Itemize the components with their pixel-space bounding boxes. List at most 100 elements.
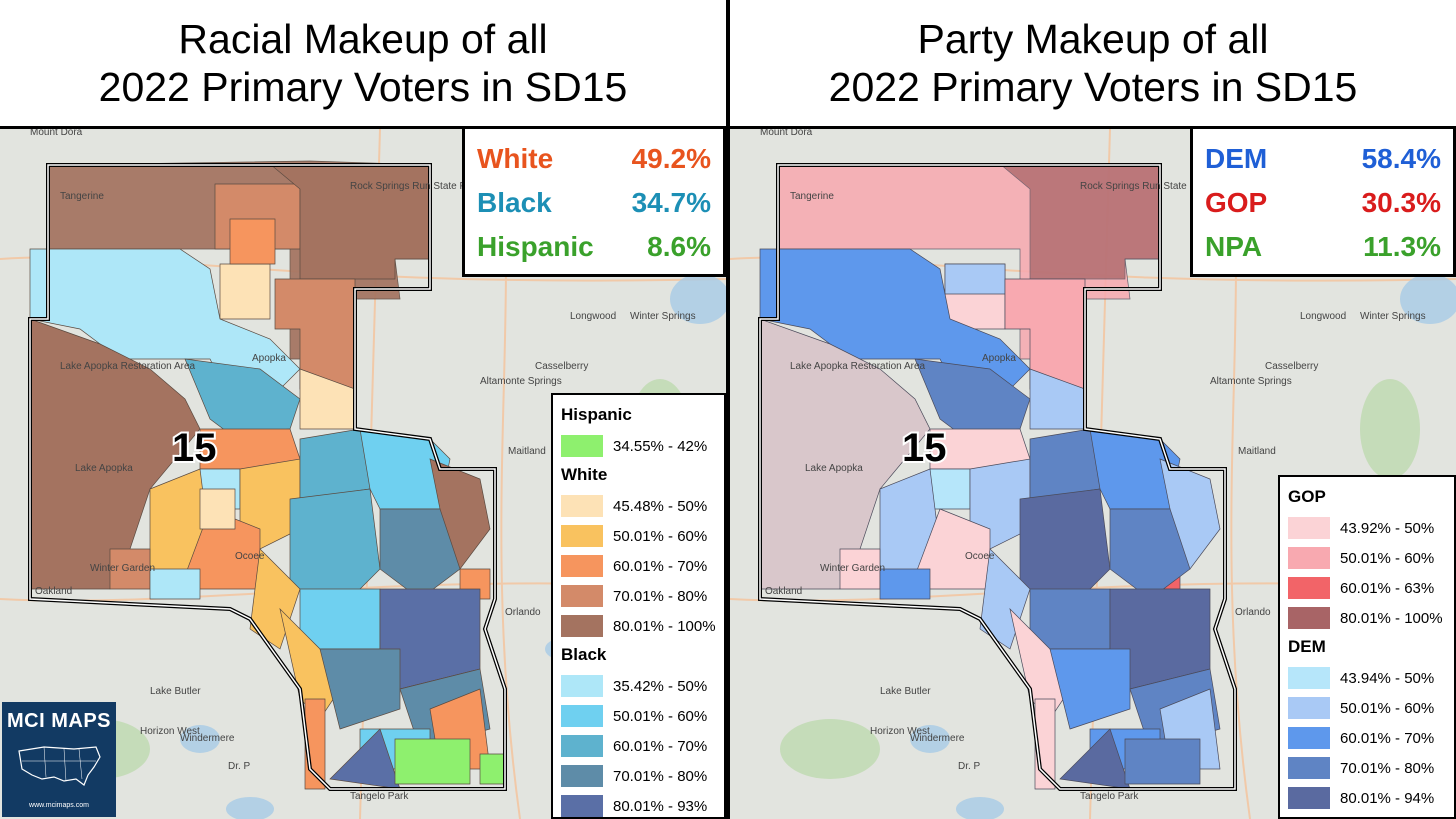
legend-label: 50.01% - 60% <box>1340 549 1435 567</box>
party-map-panel: Party Makeup of all 2022 Primary Voters … <box>730 0 1456 819</box>
legend-swatch <box>561 525 603 547</box>
racial-legend: Hispanic 34.55% - 42% White 45.48% - 50%… <box>551 393 726 819</box>
place-label: Lake Apopka <box>805 463 863 474</box>
party-legend: GOP 43.92% - 50% 50.01% - 60% 60.01% - 6… <box>1278 475 1456 819</box>
place-label: Ocoee <box>965 551 995 562</box>
place-label: Winter Springs <box>1360 311 1426 322</box>
place-label: Apopka <box>982 353 1016 364</box>
stat-value-dem: 58.4% <box>1361 143 1441 174</box>
place-label: Winter Springs <box>630 311 696 322</box>
left-title-line2: 2022 Primary Voters in SD15 <box>98 64 628 110</box>
logo-text: MCI MAPS <box>7 710 111 732</box>
legend-swatch <box>561 765 603 787</box>
stat-label-black: Black <box>477 187 552 218</box>
legend-item: 80.01% - 93% <box>561 791 716 819</box>
legend-swatch <box>1288 517 1330 539</box>
place-label: Dr. P <box>228 761 251 772</box>
legend-heading-white: White <box>561 465 608 484</box>
legend-label: 50.01% - 60% <box>613 527 708 545</box>
right-title-line1: Party Makeup of all <box>917 16 1269 62</box>
legend-item: 80.01% - 94% <box>1288 783 1446 813</box>
legend-item: 70.01% - 80% <box>1288 753 1446 783</box>
legend-item: 80.01% - 100% <box>561 611 716 641</box>
place-label: Tangerine <box>790 191 834 202</box>
legend-label: 60.01% - 70% <box>1340 729 1435 747</box>
place-label: Lake Butler <box>150 686 201 697</box>
legend-heading-black: Black <box>561 645 607 664</box>
stat-value-hispanic: 8.6% <box>647 231 711 262</box>
place-label: Longwood <box>1300 311 1346 322</box>
place-label: Altamonte Springs <box>1210 376 1292 387</box>
legend-item: 70.01% - 80% <box>561 581 716 611</box>
legend-label: 34.55% - 42% <box>613 437 708 455</box>
stat-value-gop: 30.3% <box>1361 187 1441 218</box>
party-summary-box: DEM 58.4% GOP 30.3% NPA 11.3% <box>1190 129 1456 277</box>
legend-label: 70.01% - 80% <box>613 767 708 785</box>
legend-label: 60.01% - 70% <box>613 557 708 575</box>
stat-row-npa: NPA 11.3% <box>1205 225 1441 269</box>
place-label: Horizon West <box>870 726 930 737</box>
legend-label: 80.01% - 100% <box>1340 609 1443 627</box>
place-label: Horizon West <box>140 726 200 737</box>
racial-map-panel: Racial Makeup of all 2022 Primary Voters… <box>0 0 726 819</box>
legend-swatch <box>561 435 603 457</box>
stat-value-black: 34.7% <box>631 187 711 218</box>
legend-heading-dem: DEM <box>1288 637 1326 656</box>
place-label: Lake Apopka Restoration Area <box>60 361 196 372</box>
legend-swatch <box>1288 787 1330 809</box>
place-label: Casselberry <box>535 361 588 372</box>
legend-swatch <box>561 585 603 607</box>
legend-item: 80.01% - 100% <box>1288 603 1446 633</box>
racial-summary-box: White 49.2% Black 34.7% Hispanic 8.6% <box>462 129 726 277</box>
mci-maps-logo: MCI MAPS www.mcimaps.com <box>2 702 116 817</box>
legend-swatch <box>561 705 603 727</box>
place-label: Windermere <box>180 733 235 744</box>
place-label: Tangelo Park <box>1080 791 1139 802</box>
legend-item: 50.01% - 60% <box>1288 543 1446 573</box>
legend-heading-hispanic: Hispanic <box>561 405 632 424</box>
stat-row-gop: GOP 30.3% <box>1205 181 1441 225</box>
place-label: Oakland <box>765 586 802 597</box>
legend-item: 45.48% - 50% <box>561 491 716 521</box>
legend-label: 43.92% - 50% <box>1340 519 1435 537</box>
legend-label: 80.01% - 93% <box>613 797 708 815</box>
legend-item: 50.01% - 60% <box>561 521 716 551</box>
stat-value-npa: 11.3% <box>1363 231 1441 262</box>
legend-swatch <box>1288 547 1330 569</box>
place-label: Longwood <box>570 311 616 322</box>
legend-item: 70.01% - 80% <box>561 761 716 791</box>
legend-swatch <box>1288 757 1330 779</box>
place-label: Casselberry <box>1265 361 1318 372</box>
stat-label-hispanic: Hispanic <box>477 231 594 262</box>
district-label: 15 <box>172 426 217 470</box>
stat-label-gop: GOP <box>1205 187 1268 218</box>
place-label: Dr. P <box>958 761 981 772</box>
legend-item: 50.01% - 60% <box>1288 693 1446 723</box>
place-label: Winter Garden <box>820 563 885 574</box>
legend-swatch <box>1288 697 1330 719</box>
legend-swatch <box>1288 727 1330 749</box>
place-label: Tangelo Park <box>350 791 409 802</box>
legend-swatch <box>561 675 603 697</box>
place-label: Windermere <box>910 733 965 744</box>
legend-swatch <box>561 495 603 517</box>
legend-swatch <box>1288 607 1330 629</box>
legend-label: 70.01% - 80% <box>613 587 708 605</box>
legend-swatch <box>561 795 603 817</box>
legend-label: 80.01% - 100% <box>613 617 716 635</box>
place-label: Rock Springs Run State Preserve <box>1080 181 1230 192</box>
legend-label: 80.01% - 94% <box>1340 789 1435 807</box>
place-label: Mount Dora <box>760 129 813 138</box>
legend-item: 43.92% - 50% <box>1288 513 1446 543</box>
place-label: Tangerine <box>60 191 104 202</box>
legend-label: 35.42% - 50% <box>613 677 708 695</box>
place-label: Winter Garden <box>90 563 155 574</box>
legend-item: 34.55% - 42% <box>561 431 716 461</box>
legend-item: 43.94% - 50% <box>1288 663 1446 693</box>
place-label: Lake Butler <box>880 686 931 697</box>
legend-swatch <box>561 615 603 637</box>
stat-label-dem: DEM <box>1205 143 1268 174</box>
logo-url: www.mcimaps.com <box>29 802 89 809</box>
us-map-icon <box>18 746 101 786</box>
legend-item: 60.01% - 70% <box>561 551 716 581</box>
